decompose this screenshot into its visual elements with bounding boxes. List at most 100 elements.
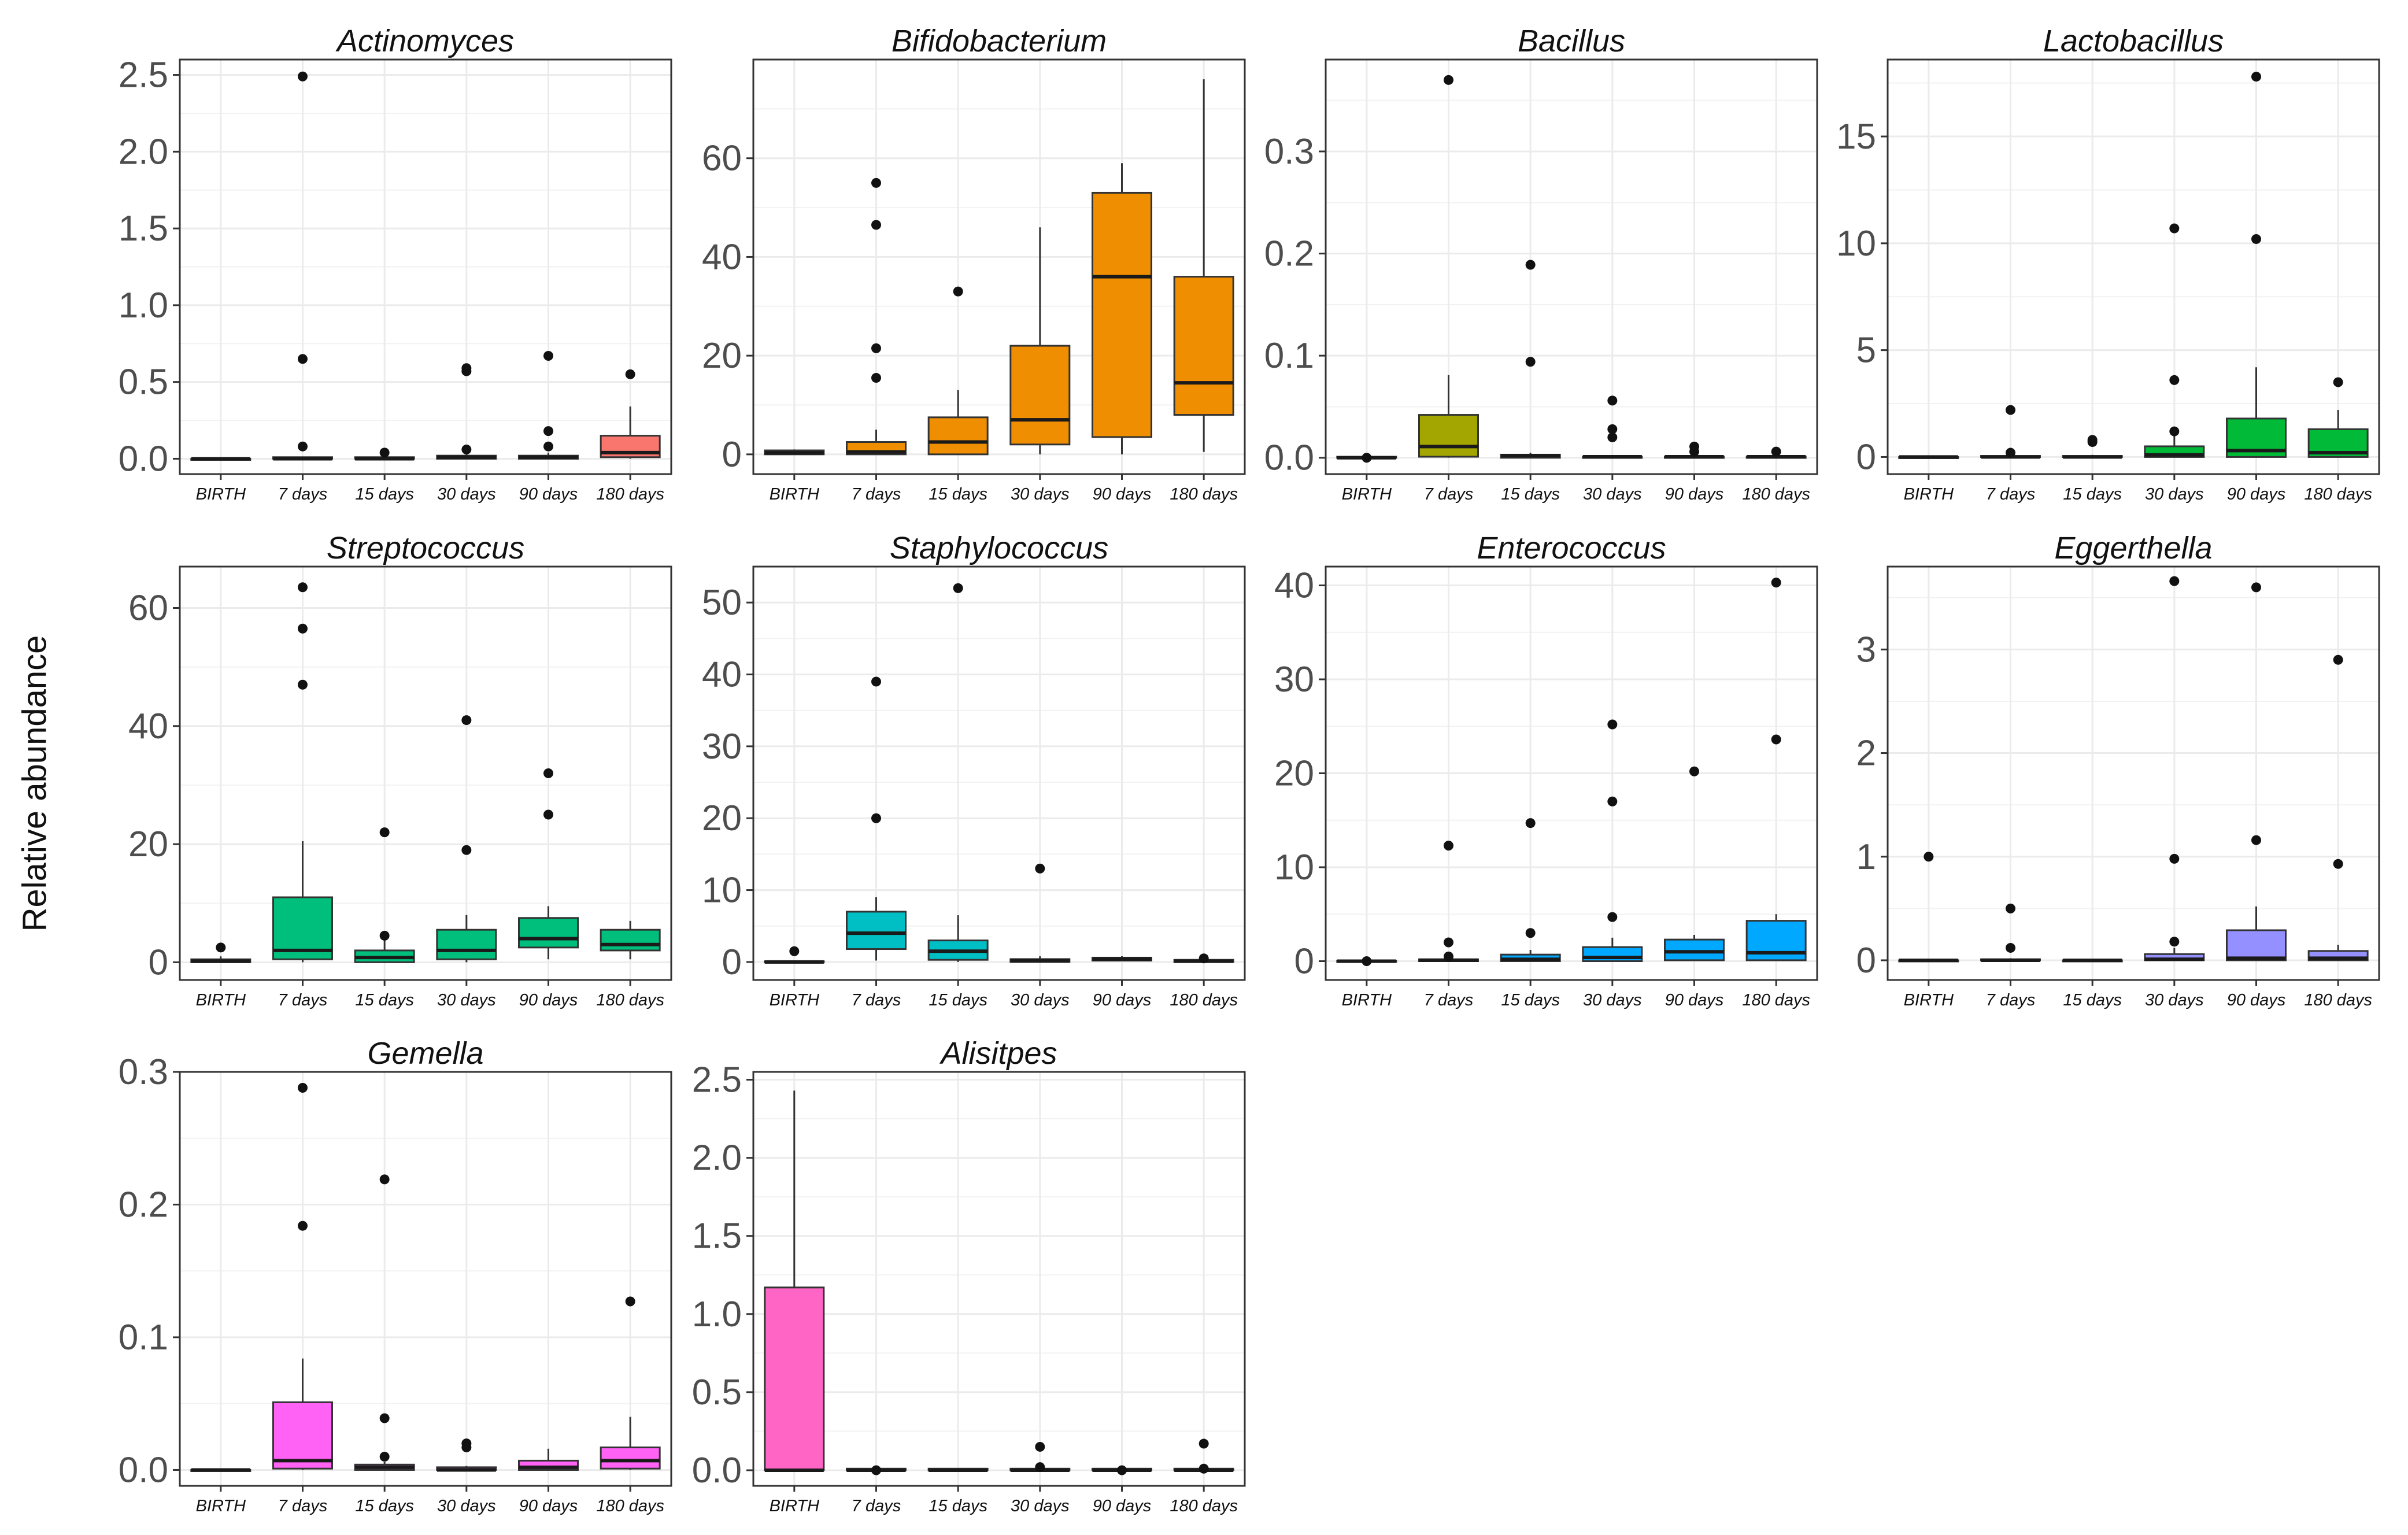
box-birth [764,946,825,964]
y-tick-label: 0.2 [1264,234,1314,274]
outlier-point [2251,72,2261,82]
box-7-days [846,676,907,961]
y-tick-label: 60 [128,589,168,628]
x-tick-label: BIRTH [770,1497,820,1515]
outlier-point [1607,424,1618,434]
box-180-days [600,369,661,459]
x-tick-label: 7 days [278,485,327,504]
y-tick-label: 0 [722,942,742,982]
outlier-point [1771,446,1781,457]
x-tick-label: 90 days [519,991,578,1009]
box-180-days [1173,79,1234,452]
x-tick-label: 7 days [1424,991,1473,1009]
outlier-point [871,220,881,230]
panel-lactobacillus: 0 5 10 15 BIRTH 7 days 15 days 30 days 90 days 18… [1836,24,2380,504]
box-90-days [518,1448,579,1471]
x-tick-label: 180 days [1170,1497,1238,1515]
y-tick-label: 15 [1836,117,1876,157]
box-30-days [436,715,497,963]
panel-title: Lactobacillus [2043,24,2224,58]
box-180-days [1173,953,1234,964]
x-tick-label: 15 days [1501,991,1560,1009]
panel-border [752,58,1246,475]
box-15-days [927,1467,989,1472]
outlier-point [298,679,308,690]
box-15-days [354,1174,415,1471]
y-tick-label: 3 [1856,630,1876,670]
outlier-point [2087,437,2098,447]
x-tick-label: BIRTH [1342,485,1392,504]
x-tick-label: 90 days [519,485,578,504]
box-15-days [1500,260,1561,459]
x-tick-label: 180 days [1170,485,1238,504]
x-tick-label: 30 days [437,1497,496,1515]
outlier-point [789,946,800,956]
box-birth [1336,956,1397,966]
panel-background [1888,567,2379,980]
box-30-days [2144,576,2205,961]
outlier-point [543,351,553,361]
panel-border [1887,58,2380,475]
box-90-days [1664,766,1725,961]
x-tick-label: 15 days [2063,991,2122,1009]
outlier-point [1771,734,1781,745]
panel-background [753,1072,1245,1486]
outlier-point [1607,719,1618,730]
panel-enterococcus: 0 10 20 30 40 BIRTH 7 days 15 days 30 days 90 day… [1274,531,1818,1009]
box-180-days [2307,654,2369,961]
outlier-point [1607,395,1618,406]
box-body [272,1401,333,1470]
box-birth [764,1090,825,1472]
box-body [1418,414,1479,458]
outlier-point [1771,578,1781,588]
y-tick-label: 40 [702,237,742,277]
box-30-days [1582,719,1643,962]
y-tick-label: 2.0 [692,1138,742,1178]
box-30-days [436,363,497,460]
y-tick-label: 0 [722,435,742,475]
outlier-point [1607,796,1618,807]
outlier-point [2251,835,2261,845]
y-tick-label: 2.5 [119,56,168,95]
y-tick-label: 30 [1274,660,1314,700]
outlier-point [2006,903,2015,913]
x-tick-label: 15 days [929,991,987,1009]
x-tick-label: 180 days [1170,991,1238,1009]
x-tick-label: 90 days [519,1497,578,1515]
outlier-point [2169,576,2180,586]
x-tick-label: 7 days [1986,991,2035,1009]
x-tick-label: 180 days [2304,485,2372,504]
outlier-point [1362,956,1372,966]
x-tick-label: 180 days [596,485,664,504]
outlier-point [379,827,390,838]
y-tick-label: 0 [1856,941,1876,981]
y-tick-label: 40 [1274,566,1314,606]
outlier-point [871,373,881,383]
x-tick-label: 15 days [355,1497,414,1515]
panel-border [1887,565,2380,981]
box-7-days [1980,405,2041,459]
panel-title: Eggerthella [2054,531,2212,565]
outlier-point [1607,432,1618,442]
outlier-point [298,582,308,593]
panel-background [1888,60,2379,474]
box-7-days [846,177,907,456]
x-tick-label: 7 days [278,991,327,1009]
x-tick-label: 180 days [1742,485,1810,504]
x-tick-label: 90 days [1665,991,1724,1009]
outlier-point [379,1452,390,1462]
outlier-point [379,1174,390,1185]
box-180-days [1173,1438,1234,1474]
x-tick-label: 7 days [852,1497,901,1515]
outlier-point [1035,1441,1045,1452]
box-30-days [1009,863,1071,963]
y-tick-label: 0.0 [692,1451,742,1490]
y-tick-label: 2.5 [692,1060,742,1100]
outlier-point [625,1296,635,1307]
box-90-days [1092,163,1152,454]
box-90-days [2226,582,2287,961]
box-180-days [1745,446,1807,459]
outlier-point [1199,1463,1209,1474]
box-90-days [518,351,579,460]
x-tick-label: 30 days [1011,1497,1070,1515]
